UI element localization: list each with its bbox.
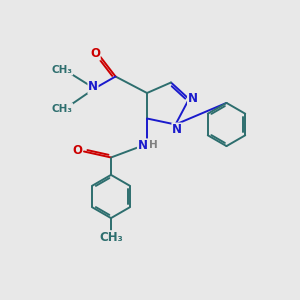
Text: O: O [90,47,100,60]
Text: N: N [88,80,98,94]
Text: N: N [188,92,198,106]
Text: N: N [137,139,148,152]
Text: CH₃: CH₃ [52,65,73,75]
Text: N: N [172,123,182,136]
Text: O: O [72,143,82,157]
Text: CH₃: CH₃ [99,231,123,244]
Text: CH₃: CH₃ [52,103,73,114]
Text: H: H [149,140,158,151]
